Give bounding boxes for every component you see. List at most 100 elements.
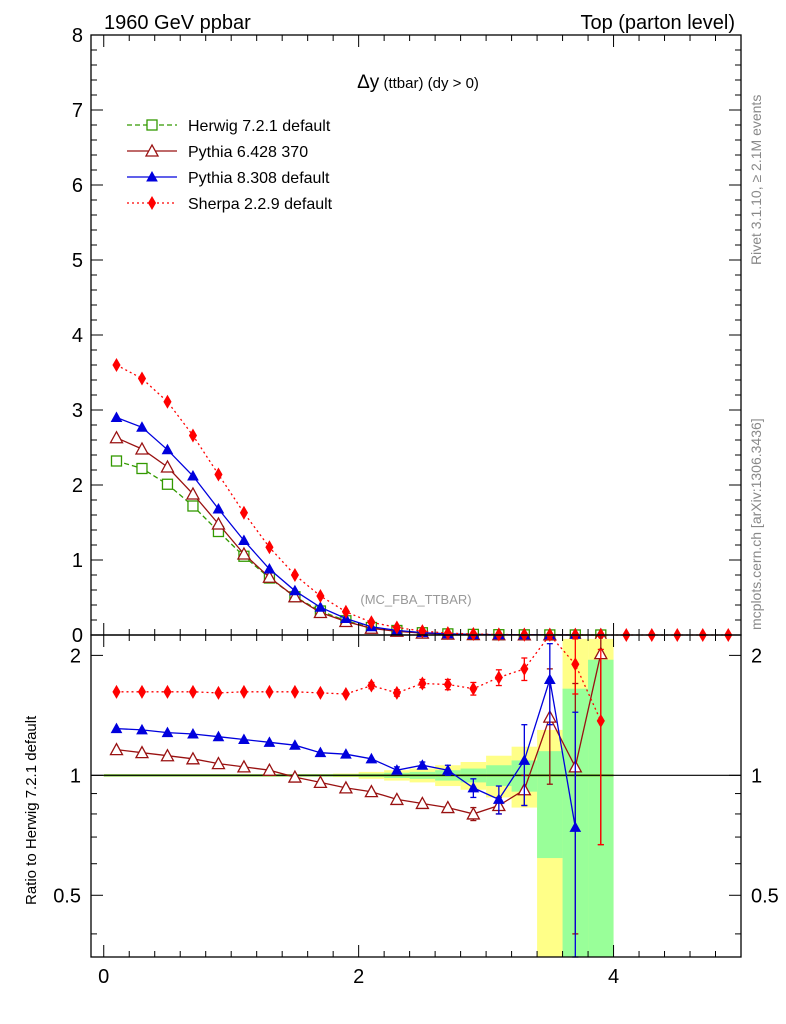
ratio-marker-pythia-8-308-default (467, 781, 480, 793)
ratio-marker-sherpa-2-2-9-default (316, 685, 325, 700)
ratio-marker-sherpa-2-2-9-default (341, 687, 350, 701)
main-marker-herwig-7-2-1-default (187, 500, 199, 512)
main-marker-pythia-8-308-default (289, 584, 301, 596)
ratio-marker-pythia-8-308-default (365, 752, 378, 764)
ratio-y-tick-label-right: 0.5 (751, 885, 779, 907)
main-marker-pythia-8-308-default (161, 443, 174, 455)
main-marker-sherpa-2-2-9-default (469, 627, 478, 642)
ratio-marker-pythia-8-308-default (110, 722, 123, 734)
ratio-marker-sherpa-2-2-9-default (596, 713, 605, 728)
ratio-marker-pythia-6-428-370 (236, 759, 252, 773)
ratio-marker-pythia-6-428-370 (313, 775, 328, 789)
ratio-marker-sherpa-2-2-9-default (494, 670, 503, 685)
ratio-marker-pythia-6-428-370 (160, 748, 175, 762)
main-marker-pythia-6-428-370 (185, 486, 201, 500)
main-marker-pythia-6-428-370 (313, 605, 328, 619)
main-marker-sherpa-2-2-9-default (367, 615, 376, 630)
ratio-marker-sherpa-2-2-9-default (290, 684, 300, 699)
ratio-marker-sherpa-2-2-9-default (469, 681, 478, 696)
ratio-marker-pythia-8-308-default (518, 754, 531, 765)
main-marker-sherpa-2-2-9-default (290, 568, 300, 582)
plot-title-suffix: (ttbar) (dy > 0) (379, 75, 479, 92)
main-marker-pythia-8-308-default (314, 601, 327, 612)
ratio-marker-sherpa-2-2-9-default (163, 684, 172, 699)
ratio-marker-sherpa-2-2-9-default (112, 684, 121, 699)
main-marker-pythia-6-428-370 (287, 589, 303, 603)
rivet-label: Rivet 3.1.10, ≥ 2.1M events (748, 95, 764, 265)
ratio-y-tick-label-right: 1 (751, 765, 762, 787)
main-marker-sherpa-2-2-9-default (443, 626, 452, 641)
ratio-y-tick-label: 2 (70, 645, 81, 667)
ratio-y-tick-label: 0.5 (53, 885, 81, 907)
main-line-pythia-8-308-default (116, 416, 576, 636)
ratio-marker-pythia-8-308-default (212, 730, 225, 742)
ratio-marker-pythia-8-308-default (416, 759, 429, 770)
main-marker-pythia-8-308-default (238, 534, 250, 545)
ratio-marker-pythia-6-428-370 (109, 742, 124, 756)
ratio-marker-sherpa-2-2-9-default (214, 685, 223, 700)
ratio-marker-sherpa-2-2-9-default (520, 661, 529, 676)
main-marker-pythia-8-308-default (212, 502, 225, 514)
ratio-frame (90, 634, 742, 958)
main-marker-pythia-6-428-370 (262, 569, 277, 583)
ratio-uncertainty-bands (91, 638, 741, 957)
ratio-marker-pythia-8-308-default (569, 821, 582, 832)
main-marker-pythia-8-308-default (263, 562, 276, 574)
collision-energy-label: 1960 GeV ppbar (104, 12, 251, 34)
main-marker-pythia-8-308-default (110, 411, 123, 422)
main-marker-sherpa-2-2-9-default (137, 371, 147, 386)
legend: Herwig 7.2.1 default Pythia 6.428 370 Pyth… (127, 118, 333, 213)
ratio-marker-pythia-8-308-default (136, 723, 148, 735)
main-marker-sherpa-2-2-9-default (112, 358, 121, 372)
main-y-tick-label: 3 (72, 400, 83, 422)
ratio-marker-pythia-8-308-default (238, 733, 250, 745)
main-marker-pythia-6-428-370 (160, 459, 175, 473)
ratio-marker-pythia-6-428-370 (185, 751, 201, 765)
main-marker-sherpa-2-2-9-default (188, 428, 198, 443)
main-line-pythia-6-428-370 (116, 437, 601, 636)
ratio-marker-pythia-6-428-370 (211, 756, 226, 770)
ratio-marker-pythia-8-308-default (442, 764, 454, 775)
main-marker-sherpa-2-2-9-default (341, 604, 350, 619)
ratio-marker-pythia-6-428-370 (415, 796, 430, 810)
mcplots-label: mcplots.cern.ch [arXiv:1306.3436] (748, 418, 764, 630)
ratio-marker-pythia-8-308-default (543, 673, 556, 684)
ratio-y-axis-label: Ratio to Herwig 7.2.1 default (23, 715, 40, 905)
ratio-marker-pythia-8-308-default (391, 764, 403, 775)
ratio-marker-pythia-6-428-370 (338, 780, 353, 794)
main-marker-pythia-6-428-370 (236, 546, 252, 560)
legend-marker-sherpa-2-2-9-default (147, 196, 157, 210)
ratio-marker-pythia-6-428-370 (134, 745, 150, 759)
main-y-tick-label: 1 (72, 550, 83, 572)
x-tick-label: 2 (353, 966, 364, 988)
main-marker-pythia-6-428-370 (134, 441, 150, 455)
main-marker-sherpa-2-2-9-default (316, 589, 325, 603)
main-marker-pythia-6-428-370 (211, 516, 226, 530)
ratio-marker-pythia-6-428-370 (262, 762, 277, 776)
ratio-marker-sherpa-2-2-9-default (392, 685, 401, 700)
ratio-marker-pythia-8-308-default (187, 727, 199, 739)
ratio-marker-sherpa-2-2-9-default (418, 676, 427, 691)
ratio-marker-pythia-8-308-default (314, 746, 327, 758)
main-marker-sherpa-2-2-9-default (392, 620, 401, 635)
ratio-axes: 0.5 0.5 1 1 2 2 0 2 4 (53, 634, 779, 988)
ratio-marker-pythia-8-308-default (263, 736, 276, 747)
main-y-tick-label: 0 (72, 625, 83, 647)
legend-marker-pythia-8-308-default (146, 170, 158, 182)
legend-label-pythia-8-308-default: Pythia 8.308 default (188, 170, 330, 187)
ratio-marker-pythia-8-308-default (492, 793, 505, 804)
ratio-marker-sherpa-2-2-9-default (265, 684, 274, 699)
ratio-marker-sherpa-2-2-9-default (188, 684, 198, 699)
main-marker-sherpa-2-2-9-default (418, 624, 427, 639)
ratio-plot-marks (109, 633, 608, 958)
ratio-marker-pythia-8-308-default (340, 748, 352, 759)
ratio-y-tick-label: 1 (70, 765, 81, 787)
legend-label-herwig-7-2-1-default: Herwig 7.2.1 default (188, 118, 331, 135)
main-marker-pythia-8-308-default (187, 469, 199, 481)
main-marker-sherpa-2-2-9-default (214, 467, 223, 482)
main-marker-sherpa-2-2-9-default (163, 394, 172, 409)
ratio-marker-pythia-6-428-370 (287, 769, 303, 783)
ratio-marker-pythia-6-428-370 (440, 800, 455, 814)
main-marker-herwig-7-2-1-default (136, 462, 148, 475)
